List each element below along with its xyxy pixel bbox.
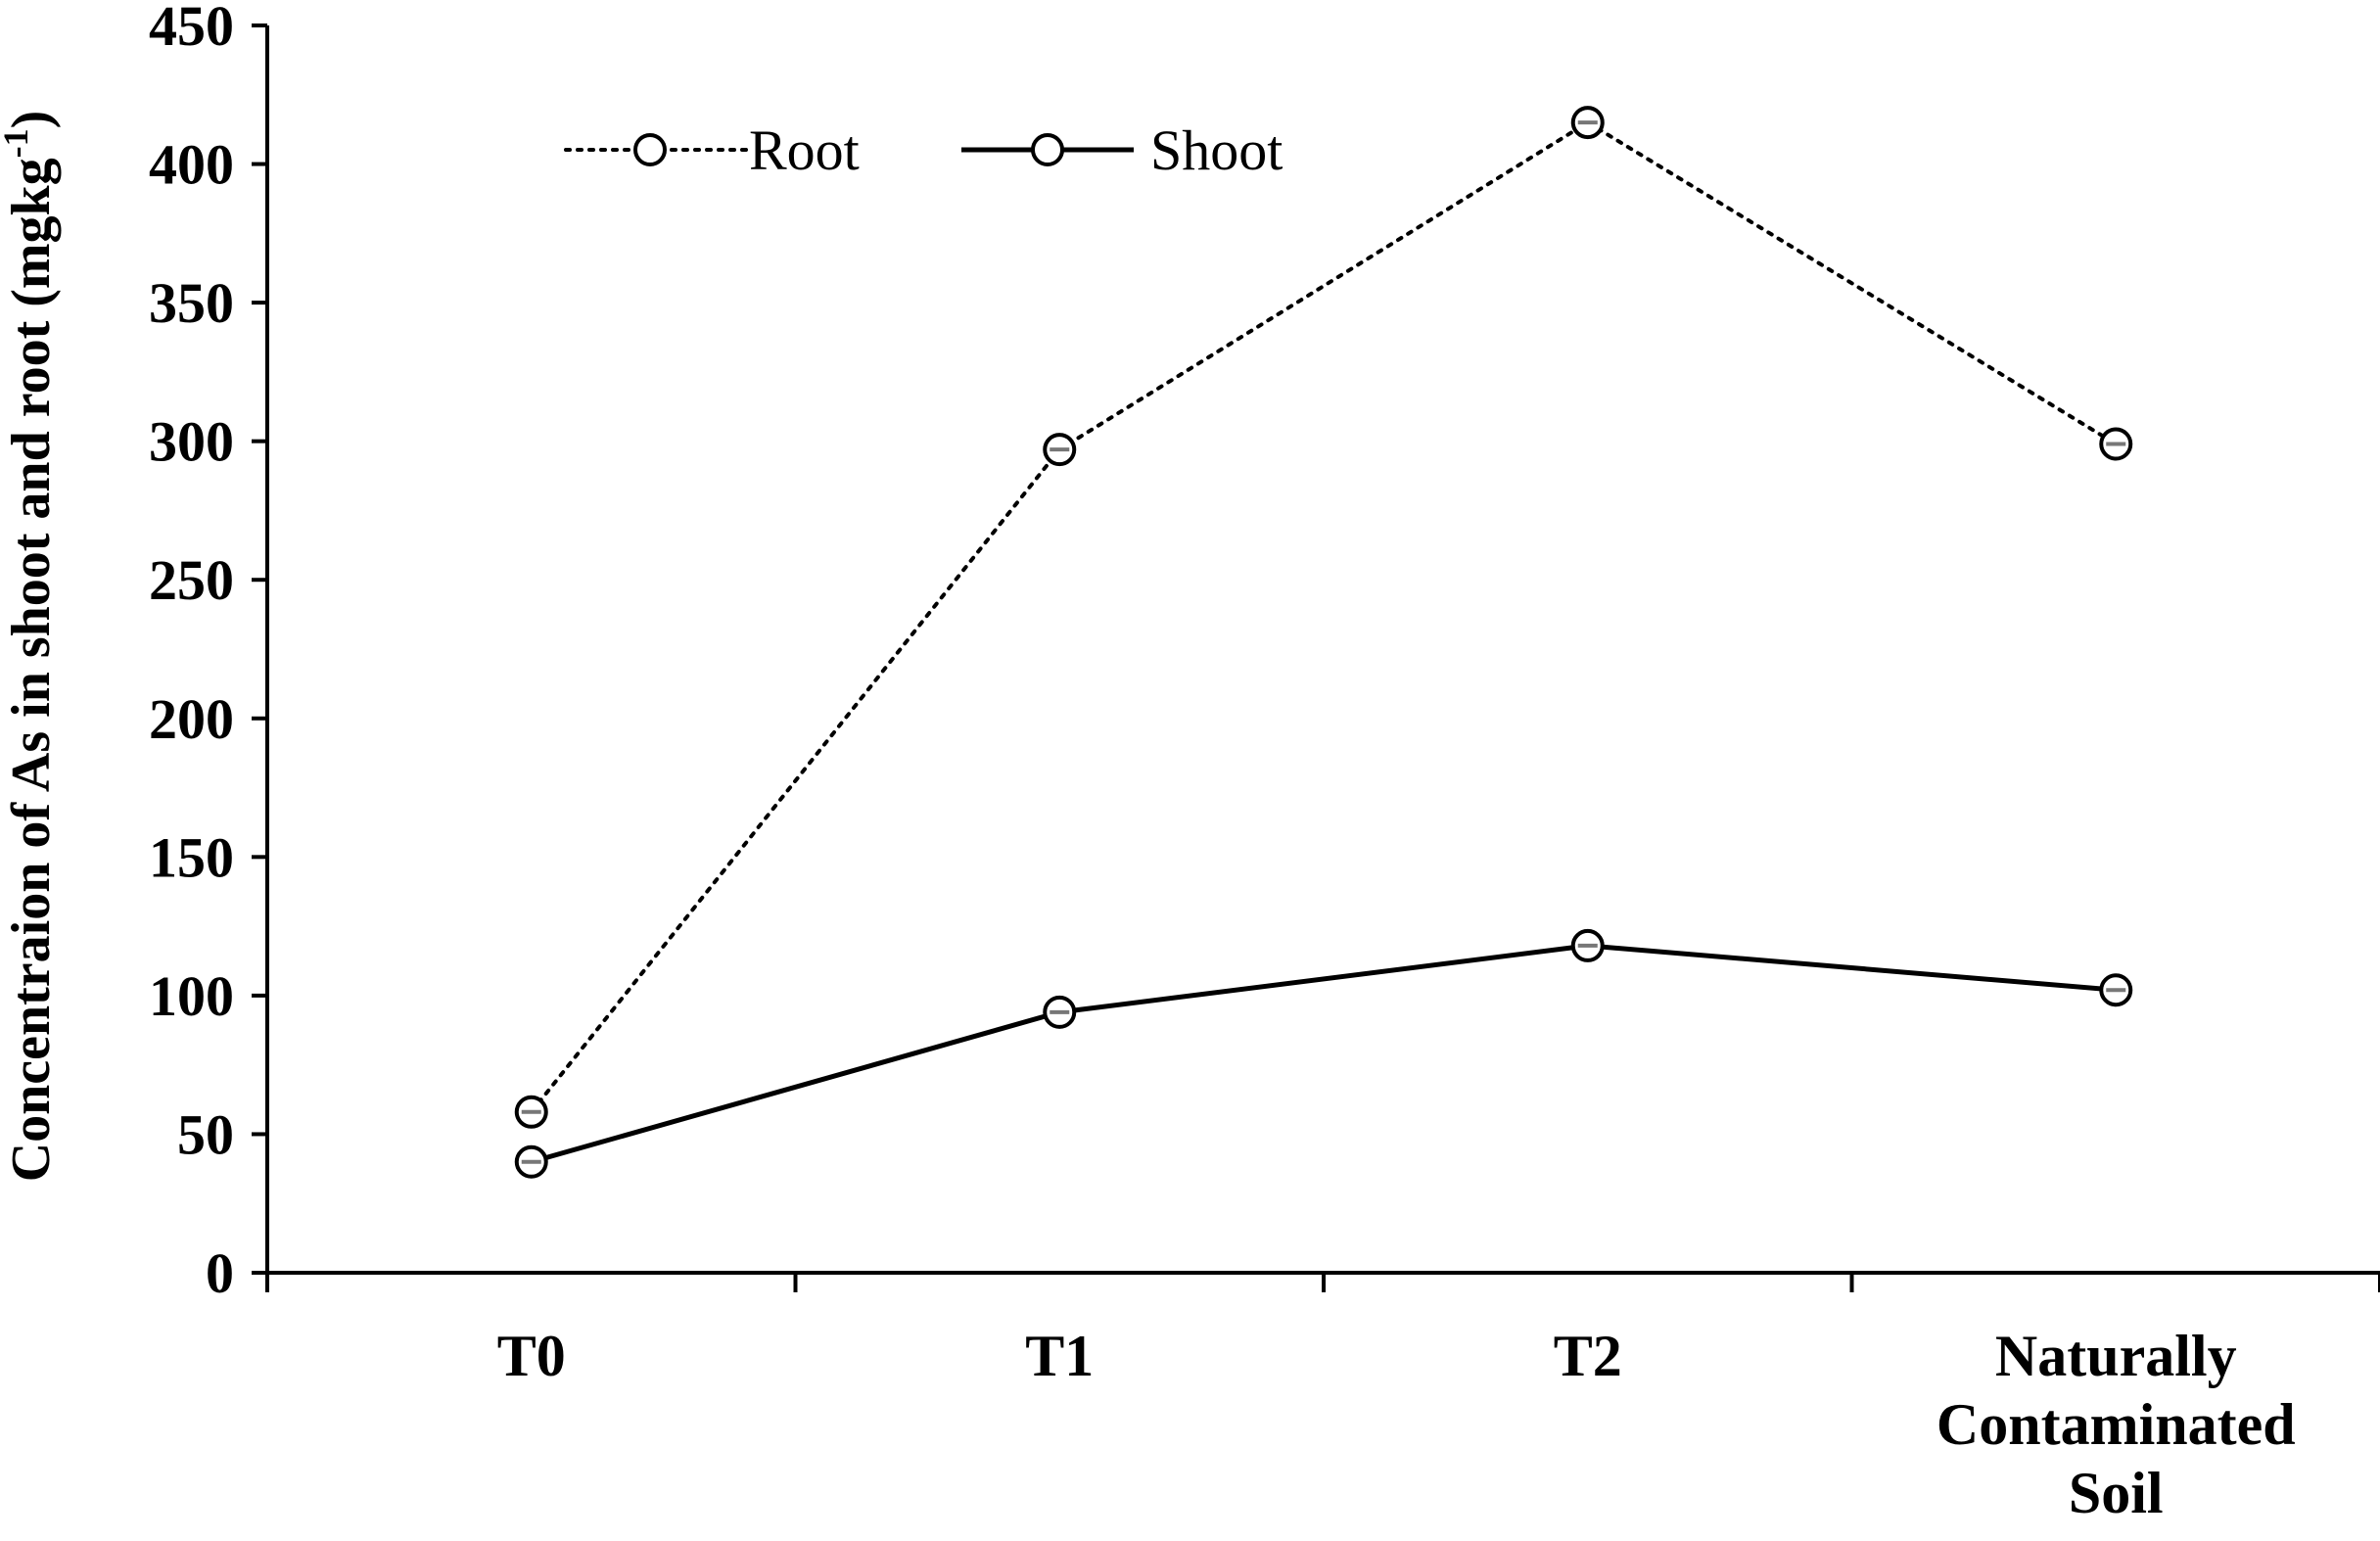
legend-marker-root — [633, 133, 667, 166]
x-tick-label-line: Naturally — [1995, 1324, 2237, 1388]
x-tick-label-line: T1 — [1025, 1324, 1094, 1388]
y-tick-label: 150 — [149, 825, 234, 889]
series-layer — [514, 106, 2133, 1179]
y-tick-label: 400 — [149, 133, 234, 197]
legend-marker-shoot — [1031, 133, 1064, 166]
x-tick-label: Naturally Contaminated Soil — [1937, 1324, 2296, 1525]
x-tick-label: T1 — [1025, 1324, 1094, 1388]
y-tick-label: 200 — [149, 687, 234, 751]
x-tick-label-line: Soil — [2069, 1461, 2164, 1525]
y-axis-label: Concentraion of As in shoot and root (mg… — [0, 111, 62, 1183]
y-tick-label: 250 — [149, 548, 234, 612]
x-tick-label: T0 — [497, 1324, 566, 1388]
y-tick-label: 100 — [149, 964, 234, 1028]
legend-label-root: Root — [749, 118, 860, 182]
x-tick-label-line: Contaminated — [1937, 1392, 2296, 1457]
series-line-shoot — [531, 943, 2117, 1165]
y-axis-label-suffix: ) — [1, 111, 62, 129]
x-tick-label-line: T2 — [1554, 1324, 1622, 1388]
y-axis-label-main: Concentraion of As in shoot and root (mg… — [1, 158, 62, 1182]
x-tick-label-line: T0 — [497, 1324, 566, 1388]
y-tick-label: 0 — [206, 1241, 234, 1305]
y-tick-label: 300 — [149, 410, 234, 474]
legend-label-shoot: Shoot — [1150, 118, 1283, 182]
y-tick-label: 50 — [177, 1102, 234, 1166]
y-tick-label: 450 — [149, 0, 234, 58]
y-tick-label: 350 — [149, 271, 234, 335]
y-axis-label-superscript: -1 — [0, 128, 35, 158]
axes: 0 50 100 150 200 250 300 350 400 450 T0 T1 T2 Natural… — [149, 0, 2380, 1525]
legend: Root Shoot — [564, 118, 1283, 182]
series-line-root — [529, 119, 2119, 1114]
x-tick-label: T2 — [1554, 1324, 1622, 1388]
